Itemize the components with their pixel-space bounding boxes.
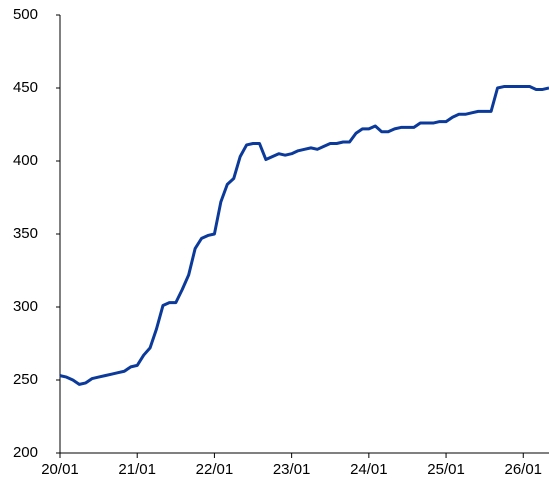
y-tick-label: 300 xyxy=(13,298,38,315)
y-tick-label: 400 xyxy=(13,152,38,169)
x-tick-label: 21/01 xyxy=(118,461,156,478)
x-tick-label: 22/01 xyxy=(196,461,234,478)
x-tick-label: 20/01 xyxy=(41,461,79,478)
y-tick-label: 450 xyxy=(13,79,38,96)
x-tick-label: 26/01 xyxy=(504,461,542,478)
x-tick-label: 25/01 xyxy=(427,461,465,478)
y-tick-label: 250 xyxy=(13,371,38,388)
x-tick-label: 23/01 xyxy=(273,461,311,478)
data-line xyxy=(59,85,549,386)
x-tick-label: 24/01 xyxy=(350,461,388,478)
y-tick-label: 200 xyxy=(13,444,38,461)
y-tick-label: 350 xyxy=(13,225,38,242)
y-tick-label: 500 xyxy=(13,6,38,23)
